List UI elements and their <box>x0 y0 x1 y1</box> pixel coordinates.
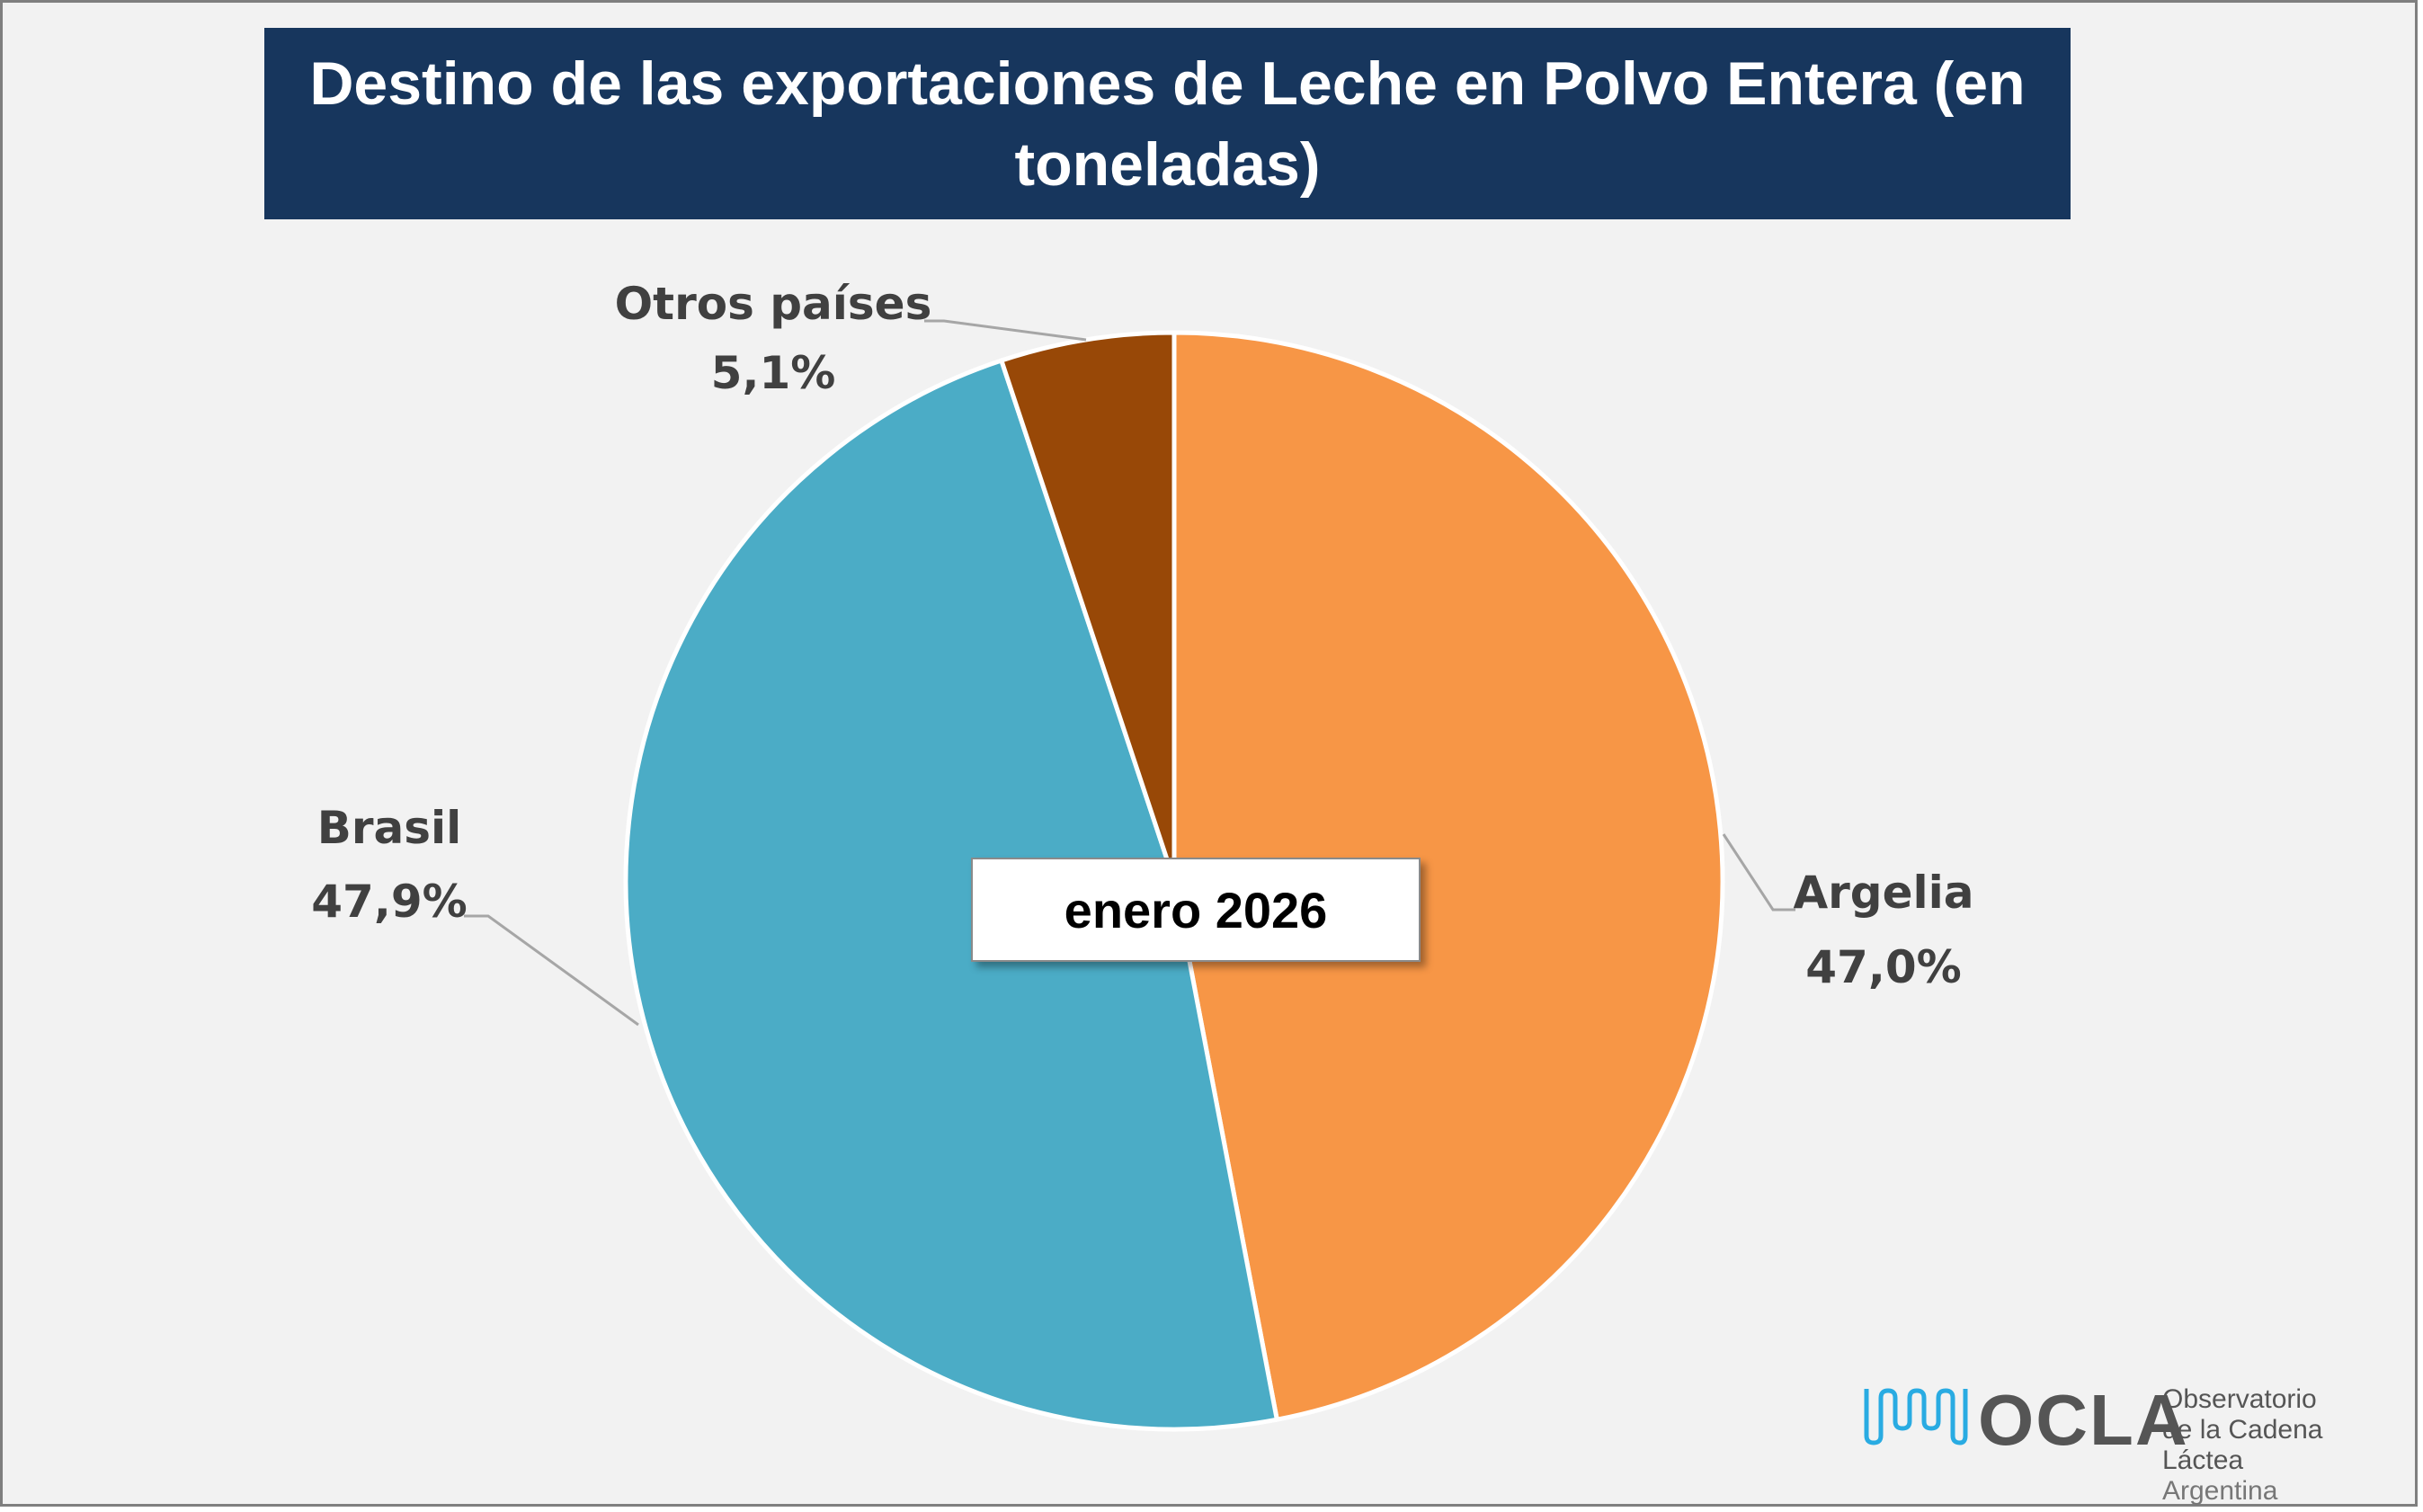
logo-line-1: Observatorio <box>2162 1384 2317 1414</box>
logo-line-3: Argentina <box>2162 1476 2278 1506</box>
label-argelia-name: Argelia <box>1793 867 1973 919</box>
ocla-logo: OCLA Observatorio de la Cadena Láctea Ar… <box>1861 1380 2401 1506</box>
ocla-wave-icon <box>1864 1388 1968 1445</box>
ocla-logo-wordmark: OCLA <box>1978 1380 2189 1460</box>
ocla-logo-text: Observatorio de la Cadena Láctea Argenti… <box>2162 1384 2401 1507</box>
label-brasil-value: 47,9% <box>311 876 467 928</box>
label-otros-name: Otros países <box>615 278 932 330</box>
logo-line-2: de la Cadena Láctea <box>2162 1415 2323 1475</box>
leader-line-otros <box>924 319 1087 342</box>
pie-slice-argelia <box>1171 330 1725 1423</box>
pie-slice-otros-pa-ses <box>998 330 1177 882</box>
chart-title: Destino de las exportaciones de Leche en… <box>264 28 2071 219</box>
label-brasil-name: Brasil <box>317 802 462 854</box>
leader-line-argelia <box>1722 833 1795 912</box>
period-label: enero 2026 <box>971 858 1421 962</box>
label-argelia-value: 47,0% <box>1805 941 1961 993</box>
leader-line-brasil <box>464 914 639 1027</box>
label-otros-value: 5,1% <box>711 347 836 399</box>
pie-slice-brasil <box>623 357 1280 1432</box>
